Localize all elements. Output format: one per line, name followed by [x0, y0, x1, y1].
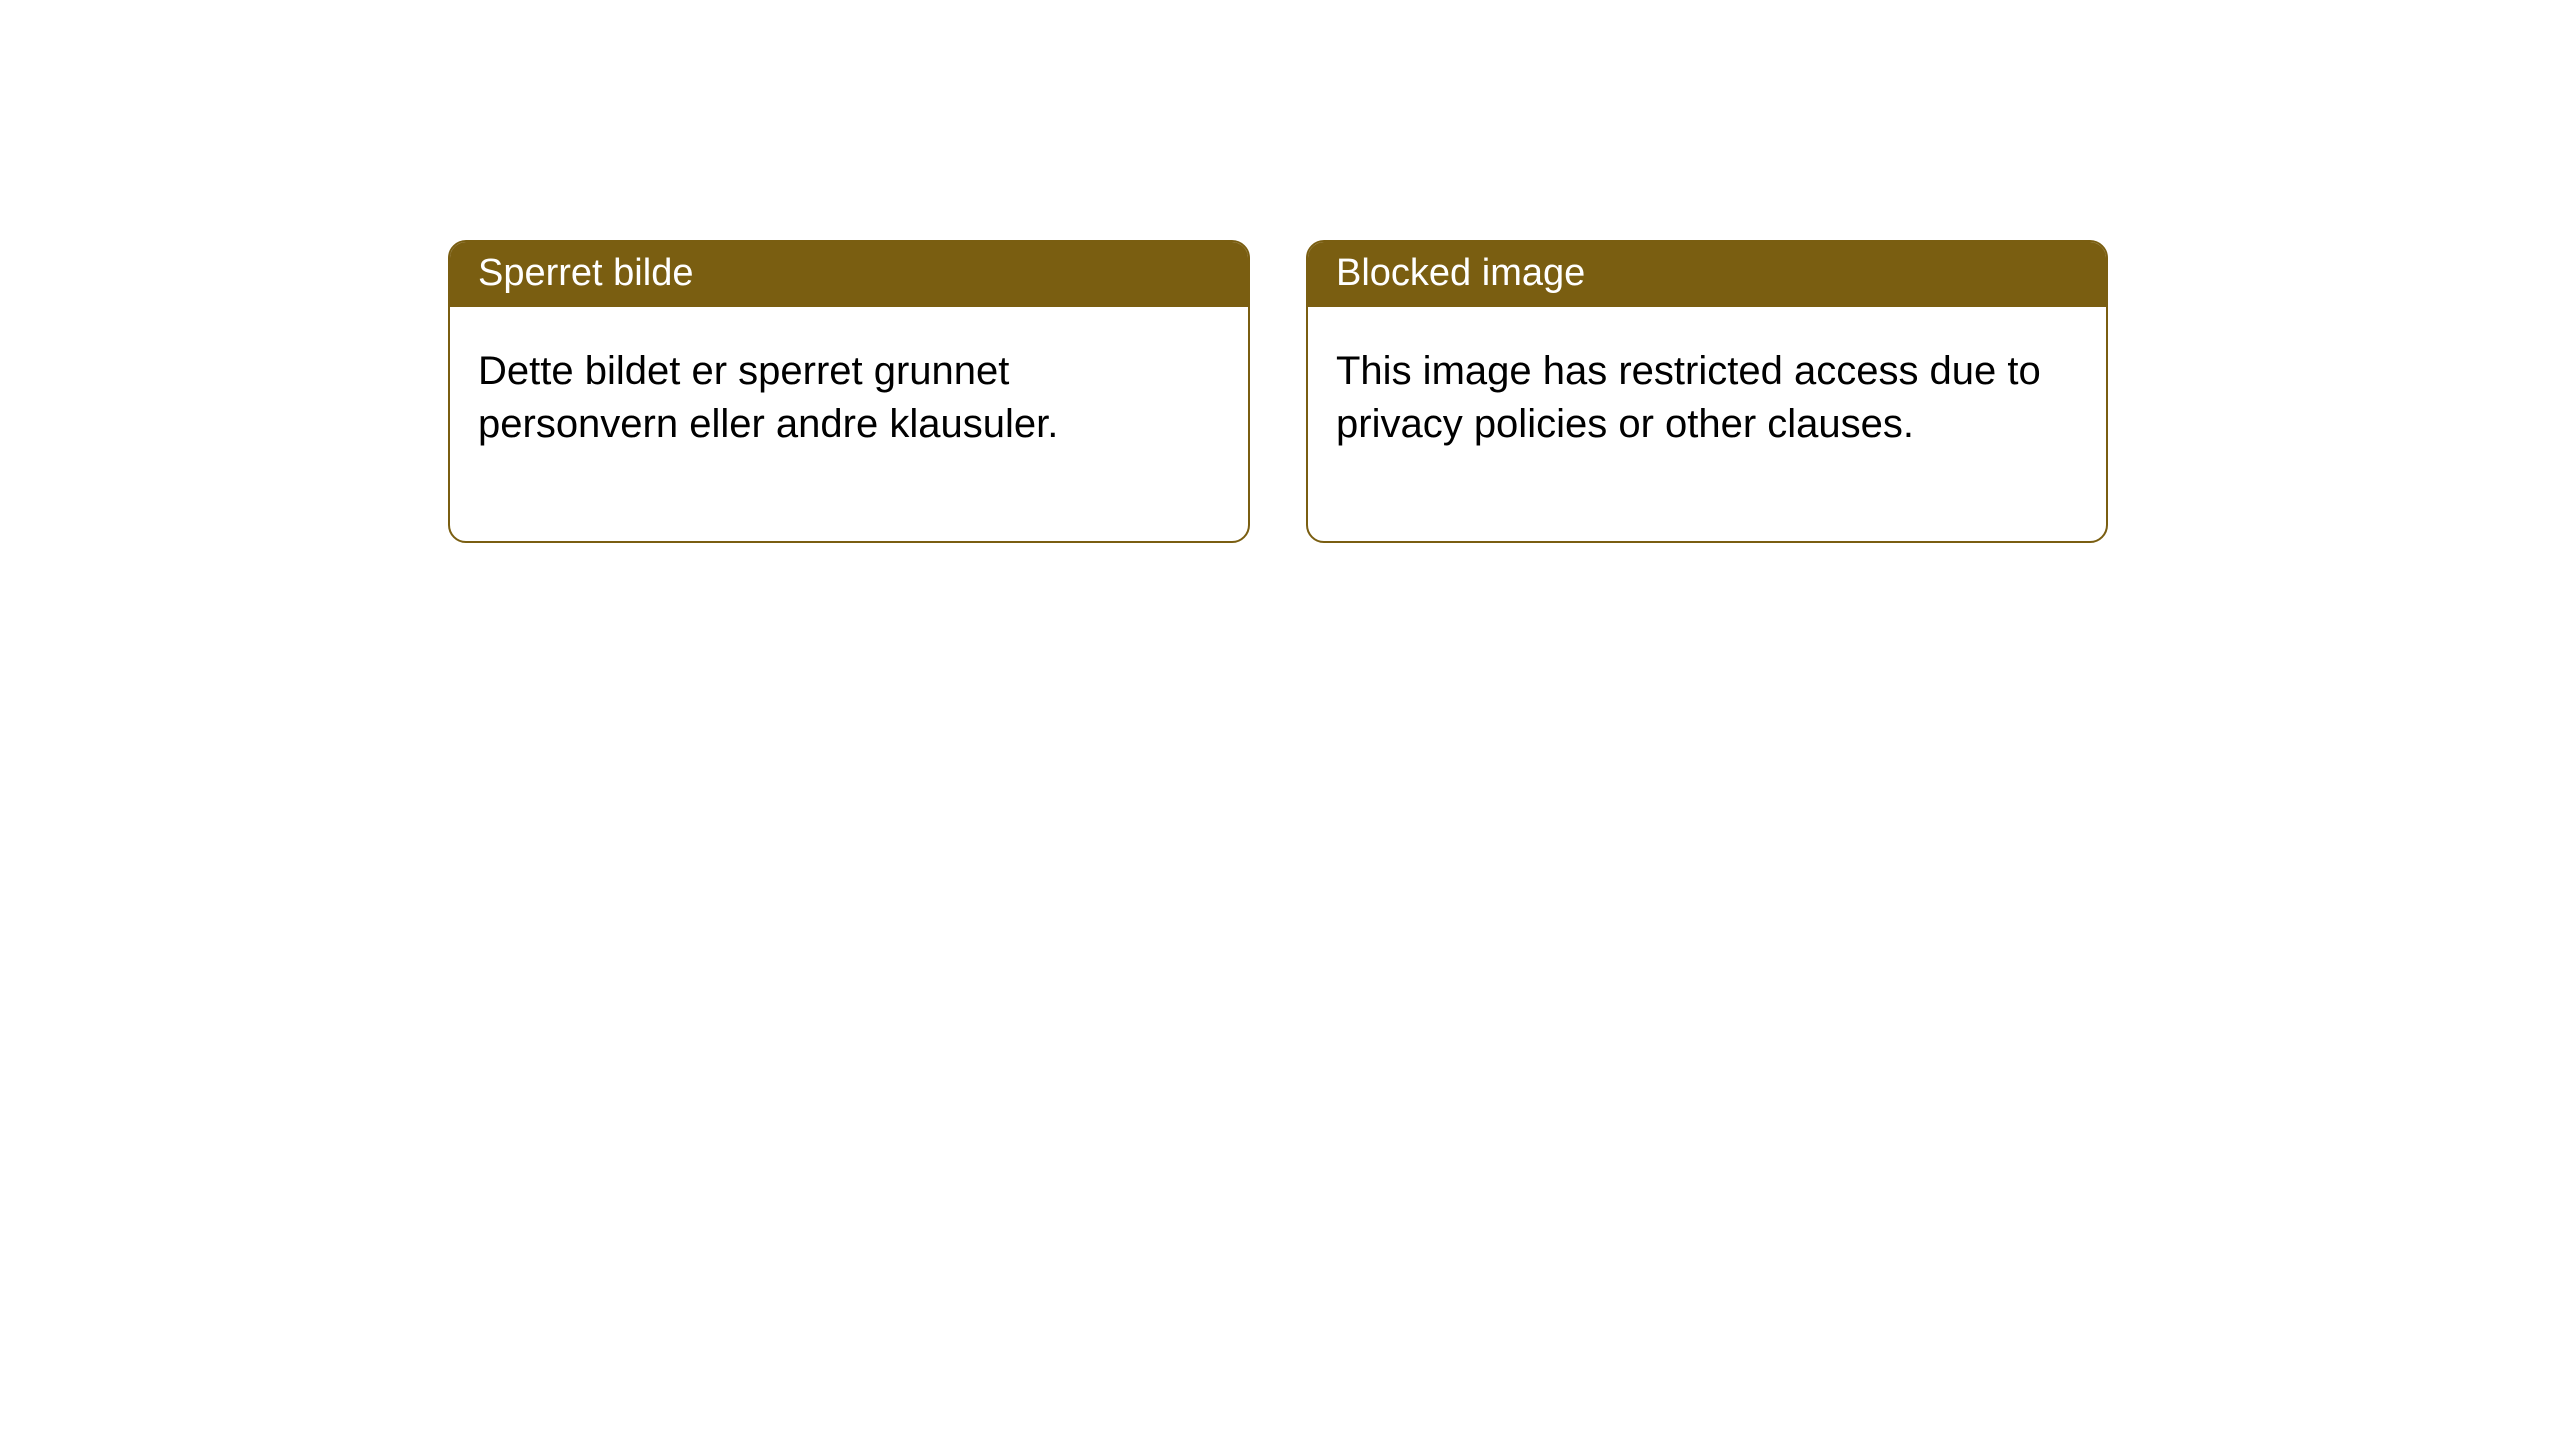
card-title-en: Blocked image: [1308, 242, 2106, 307]
blocked-image-card-no: Sperret bilde Dette bildet er sperret gr…: [448, 240, 1250, 543]
card-title-no: Sperret bilde: [450, 242, 1248, 307]
card-body-no: Dette bildet er sperret grunnet personve…: [450, 307, 1248, 541]
blocked-image-card-en: Blocked image This image has restricted …: [1306, 240, 2108, 543]
notice-container: Sperret bilde Dette bildet er sperret gr…: [0, 0, 2560, 543]
card-body-en: This image has restricted access due to …: [1308, 307, 2106, 541]
